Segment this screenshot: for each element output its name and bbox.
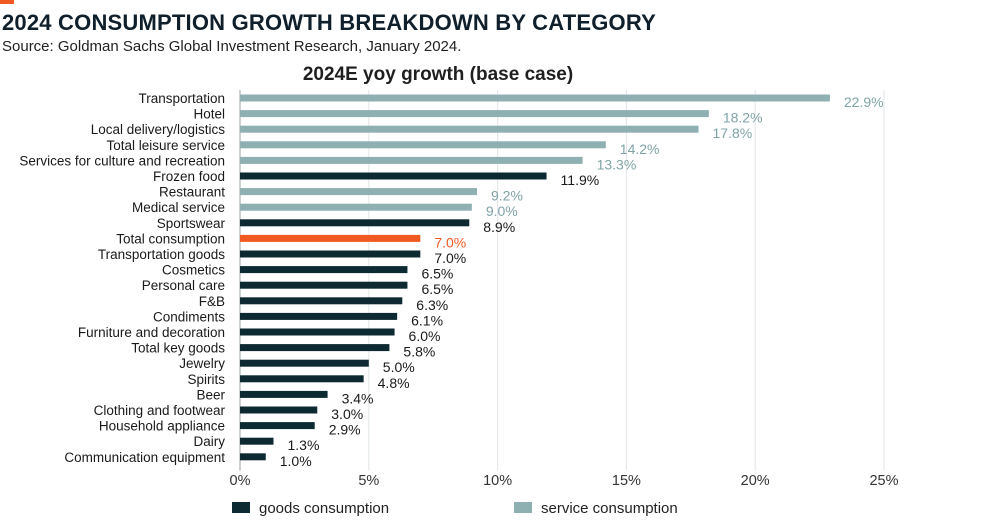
bar — [240, 406, 318, 414]
value-label: 9.2% — [491, 188, 523, 204]
category-label: Beer — [196, 387, 225, 402]
category-label: Services for culture and recreation — [19, 153, 225, 168]
x-tick-label: 5% — [358, 473, 379, 489]
legend-swatch-goods — [232, 502, 250, 513]
category-label: Total leisure service — [106, 138, 225, 153]
category-label: Spirits — [187, 372, 225, 387]
value-label: 3.4% — [342, 390, 374, 406]
value-label: 6.1% — [411, 312, 443, 328]
bar — [240, 344, 390, 352]
bar — [240, 328, 395, 336]
value-label: 6.5% — [421, 266, 453, 282]
value-label: 7.0% — [434, 250, 466, 266]
category-label: Total consumption — [116, 231, 225, 246]
category-label: Jewelry — [179, 356, 225, 371]
category-label: Local delivery/logistics — [91, 122, 226, 137]
bar — [240, 110, 709, 118]
page-title: 2024 CONSUMPTION GROWTH BREAKDOWN BY CAT… — [2, 10, 656, 35]
x-tick-label: 20% — [741, 473, 770, 489]
value-labels: 22.9% 18.2%17.8% 14.2%13.3%11.9% 9.2%9.0%8.… — [280, 94, 884, 469]
bar — [240, 219, 470, 227]
bar — [240, 422, 315, 430]
category-label: F&B — [199, 294, 225, 309]
value-label: 7.0% — [434, 234, 466, 250]
bar — [240, 94, 830, 102]
bar — [240, 234, 421, 242]
bar — [240, 172, 547, 180]
bar — [240, 453, 266, 461]
category-label: Furniture and decoration — [78, 325, 225, 340]
value-label: 4.8% — [378, 375, 410, 391]
x-tick-label: 0% — [230, 473, 251, 489]
gridlines — [239, 90, 885, 471]
category-label: Hotel — [193, 107, 225, 122]
category-label: Transportation — [138, 91, 225, 106]
value-label: 17.8% — [713, 125, 753, 141]
bar — [240, 359, 369, 367]
value-label: 22.9% — [844, 94, 884, 110]
bar — [240, 375, 364, 383]
category-label: Communication equipment — [64, 450, 225, 465]
chart-title: 2024E yoy growth (base case) — [303, 64, 573, 85]
category-label: Restaurant — [159, 185, 225, 200]
bar — [240, 266, 408, 274]
category-label: Condiments — [153, 309, 225, 324]
value-label: 1.0% — [280, 453, 312, 469]
bar — [240, 203, 472, 211]
category-label: Cosmetics — [162, 263, 225, 278]
bar — [240, 141, 606, 149]
value-label: 6.0% — [409, 328, 441, 344]
legend-swatch-service — [514, 502, 532, 513]
x-tick-label: 15% — [612, 473, 641, 489]
category-label: Frozen food — [153, 169, 225, 184]
bar — [240, 437, 274, 445]
x-axis-ticks: 0% 5% 10% 15% 20% 25% — [230, 473, 899, 489]
value-label: 11.9% — [561, 172, 600, 188]
bar — [240, 312, 398, 320]
legend-label-service: service consumption — [541, 500, 678, 517]
category-label: Dairy — [193, 434, 225, 449]
value-label: 14.2% — [620, 141, 660, 157]
category-label: Household appliance — [99, 419, 225, 434]
value-label: 2.9% — [329, 422, 361, 438]
category-label: Sportswear — [157, 216, 226, 231]
value-label: 3.0% — [331, 406, 363, 422]
value-label: 8.9% — [483, 219, 515, 235]
bar — [240, 156, 583, 164]
accent-mark — [0, 0, 14, 4]
value-label: 5.0% — [383, 359, 415, 375]
source-note: Source: Goldman Sachs Global Investment … — [2, 38, 462, 55]
value-label: 6.3% — [416, 297, 448, 313]
bar — [240, 250, 421, 258]
x-tick-label: 25% — [869, 473, 898, 489]
category-label: Personal care — [142, 278, 225, 293]
value-label: 18.2% — [723, 110, 763, 126]
category-label: Medical service — [132, 200, 225, 215]
bar — [240, 390, 328, 398]
bars — [240, 94, 830, 461]
legend: goods consumption service consumption — [232, 500, 678, 517]
bar — [240, 281, 408, 289]
category-label: Total key goods — [131, 341, 225, 356]
bar — [240, 297, 403, 305]
value-label: 13.3% — [597, 156, 637, 172]
category-label: Clothing and footwear — [94, 403, 226, 418]
value-label: 1.3% — [287, 437, 319, 453]
x-tick-label: 10% — [483, 473, 512, 489]
legend-label-goods: goods consumption — [259, 500, 389, 517]
bar — [240, 188, 477, 196]
value-label: 9.0% — [486, 203, 518, 219]
value-label: 6.5% — [421, 281, 453, 297]
bar — [240, 125, 699, 133]
category-label: Transportation goods — [98, 247, 225, 262]
value-label: 5.8% — [403, 344, 435, 360]
